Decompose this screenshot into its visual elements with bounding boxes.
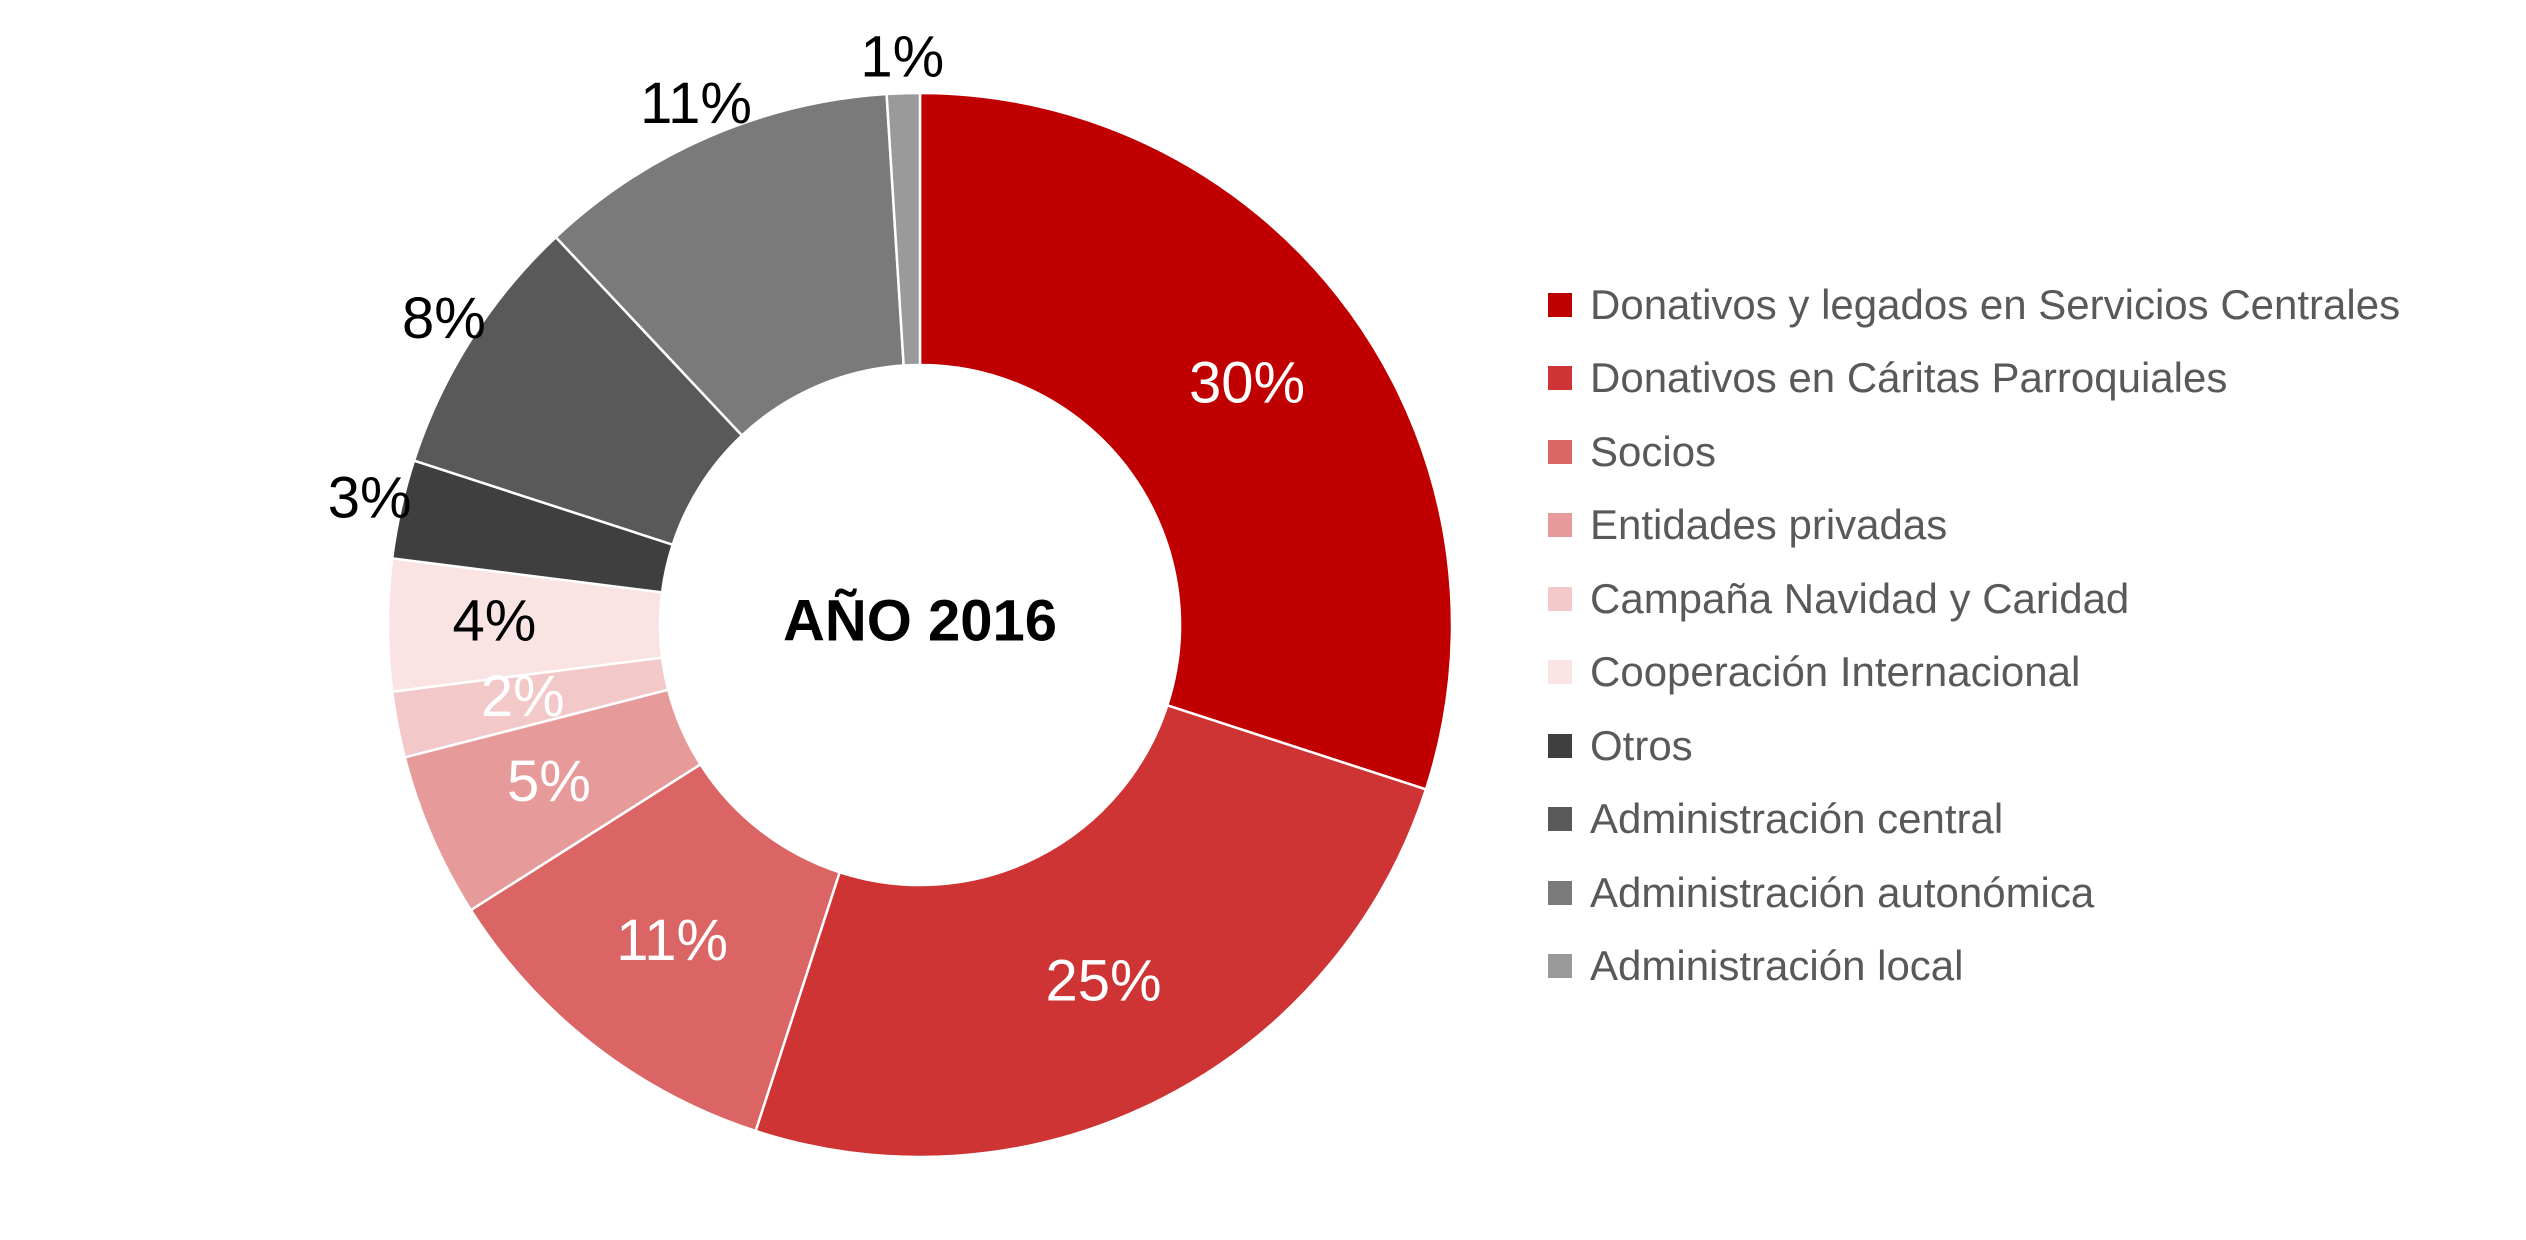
slice-socios (469, 762, 842, 1133)
data-label-donativos-en-caritas-parroquiales: 25% (1046, 949, 1162, 1014)
legend-swatch (1548, 586, 1572, 611)
donut-slices (386, 91, 1454, 1159)
legend-item-cooperacion-internacional: Cooperación Internacional (1548, 636, 2400, 710)
legend-label: Administración central (1590, 795, 2004, 843)
legend-swatch (1548, 292, 1572, 317)
legend-swatch (1548, 513, 1572, 538)
legend-item-donativos-y-legados-en-servicios-centrales: Donativos y legados en Servicios Central… (1548, 268, 2400, 342)
legend-swatch (1548, 954, 1572, 979)
legend-item-administracion-autonomica: Administración autonómica (1548, 856, 2400, 930)
legend-label: Socios (1590, 427, 1717, 475)
legend-label: Donativos y legados en Servicios Central… (1590, 280, 2401, 328)
data-label-donativos-y-legados-en-servicios-centrales: 30% (1189, 351, 1305, 416)
data-label-administracion-central: 8% (402, 286, 486, 351)
data-label-campana-navidad-y-caridad: 2% (481, 664, 565, 729)
data-label-cooperacion-internacional: 4% (452, 588, 536, 653)
legend-item-entidades-privadas: Entidades privadas (1548, 489, 2400, 563)
legend-swatch (1548, 733, 1572, 758)
legend-item-otros: Otros (1548, 709, 2400, 783)
data-label-socios: 11% (616, 908, 728, 973)
data-label-otros: 3% (328, 465, 412, 530)
legend-item-socios: Socios (1548, 415, 2400, 489)
legend-swatch (1548, 880, 1572, 905)
legend-item-administracion-central: Administración central (1548, 783, 2400, 857)
legend-item-campana-navidad-y-caridad: Campaña Navidad y Caridad (1548, 562, 2400, 636)
legend-label: Campaña Navidad y Caridad (1590, 574, 2130, 622)
legend-item-administracion-local: Administración local (1548, 930, 2400, 1004)
data-label-administracion-autonomica: 11% (640, 71, 752, 136)
legend-label: Entidades privadas (1590, 501, 1948, 549)
data-label-entidades-privadas: 5% (507, 749, 591, 814)
legend-item-donativos-en-caritas-parroquiales: Donativos en Cáritas Parroquiales (1548, 342, 2400, 416)
legend-label: Administración local (1590, 942, 1964, 990)
legend-swatch (1548, 807, 1572, 832)
slice-labels: 30% 25% 11% 5% 2% 4% 3% 8% 11% 1% (328, 25, 1305, 1014)
slice-donativos-en-caritas-parroquiales (754, 703, 1428, 1159)
slice-donativos-y-legados-en-servicios-centrales (918, 91, 1454, 791)
slice-administracion-autonomica (554, 92, 905, 438)
legend: Donativos y legados en Servicios Central… (1548, 268, 2400, 1003)
legend-label: Otros (1590, 721, 1693, 769)
slice-administracion-local (885, 91, 922, 367)
legend-label: Administración autonómica (1590, 868, 2095, 916)
legend-swatch (1548, 366, 1572, 391)
legend-label: Cooperación Internacional (1590, 648, 2081, 696)
legend-swatch (1548, 439, 1572, 464)
center-label: AÑO 2016 (783, 588, 1057, 653)
legend-swatch (1548, 660, 1572, 685)
data-label-administracion-local: 1% (860, 25, 944, 90)
legend-label: Donativos en Cáritas Parroquiales (1590, 354, 2228, 402)
